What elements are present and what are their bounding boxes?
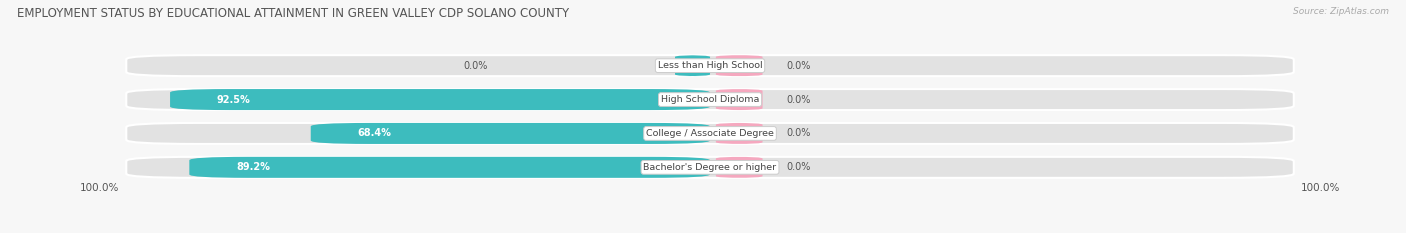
Text: 0.0%: 0.0% bbox=[786, 95, 810, 105]
Text: 0.0%: 0.0% bbox=[464, 61, 488, 71]
FancyBboxPatch shape bbox=[127, 55, 1294, 76]
Text: College / Associate Degree: College / Associate Degree bbox=[647, 129, 773, 138]
Text: Less than High School: Less than High School bbox=[658, 61, 762, 70]
FancyBboxPatch shape bbox=[716, 157, 762, 178]
FancyBboxPatch shape bbox=[127, 89, 1294, 110]
Text: 68.4%: 68.4% bbox=[357, 128, 391, 138]
FancyBboxPatch shape bbox=[127, 157, 1294, 178]
Text: High School Diploma: High School Diploma bbox=[661, 95, 759, 104]
Text: 100.0%: 100.0% bbox=[1301, 183, 1340, 193]
Text: 100.0%: 100.0% bbox=[80, 183, 120, 193]
Text: 0.0%: 0.0% bbox=[786, 61, 810, 71]
FancyBboxPatch shape bbox=[716, 123, 762, 144]
FancyBboxPatch shape bbox=[716, 89, 762, 110]
Text: 0.0%: 0.0% bbox=[786, 128, 810, 138]
Text: Bachelor's Degree or higher: Bachelor's Degree or higher bbox=[644, 163, 776, 172]
FancyBboxPatch shape bbox=[311, 123, 710, 144]
FancyBboxPatch shape bbox=[170, 89, 710, 110]
FancyBboxPatch shape bbox=[127, 123, 1294, 144]
Text: 92.5%: 92.5% bbox=[217, 95, 250, 105]
Text: 89.2%: 89.2% bbox=[236, 162, 270, 172]
FancyBboxPatch shape bbox=[716, 55, 762, 76]
Text: EMPLOYMENT STATUS BY EDUCATIONAL ATTAINMENT IN GREEN VALLEY CDP SOLANO COUNTY: EMPLOYMENT STATUS BY EDUCATIONAL ATTAINM… bbox=[17, 7, 569, 20]
FancyBboxPatch shape bbox=[190, 157, 710, 178]
Text: Source: ZipAtlas.com: Source: ZipAtlas.com bbox=[1294, 7, 1389, 16]
FancyBboxPatch shape bbox=[675, 55, 710, 76]
Text: 0.0%: 0.0% bbox=[786, 162, 810, 172]
